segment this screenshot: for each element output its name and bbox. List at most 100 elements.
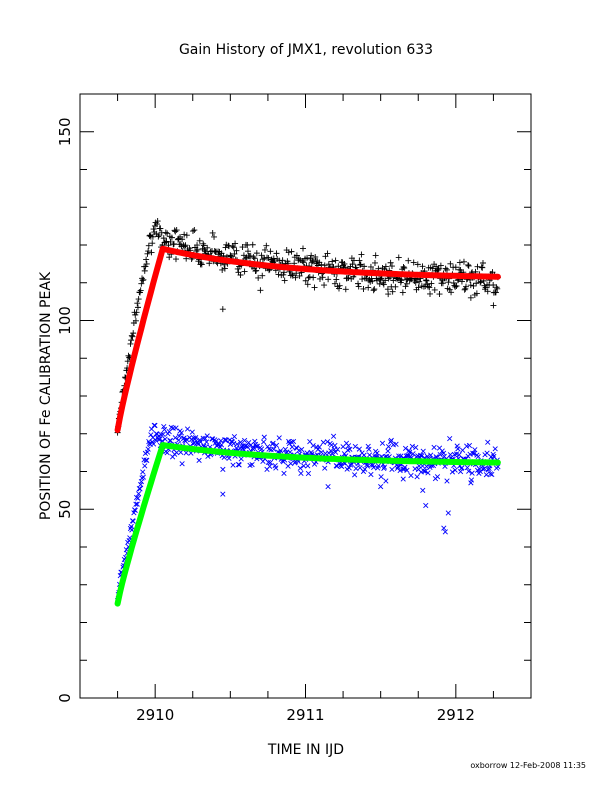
- plus-point: [250, 254, 257, 261]
- cross-point: [218, 442, 225, 448]
- plus-point: [319, 274, 326, 281]
- plus-point: [300, 245, 307, 252]
- cross-point: [437, 451, 443, 458]
- plus-point: [129, 333, 136, 340]
- plus-point: [424, 283, 431, 290]
- cross-point: [332, 442, 338, 449]
- cross-point: [151, 422, 157, 429]
- plus-point: [288, 248, 295, 255]
- cross-point: [250, 444, 257, 451]
- cross-point: [364, 462, 370, 468]
- plus-point: [361, 263, 368, 270]
- cross-point: [140, 474, 147, 480]
- cross-point: [413, 444, 419, 451]
- cross-point: [237, 439, 244, 445]
- plus-point: [153, 221, 160, 228]
- plus-point: [267, 248, 274, 255]
- plus-point: [405, 257, 412, 264]
- plus-point: [227, 252, 234, 259]
- plus-point: [316, 275, 323, 282]
- plus-point: [194, 246, 201, 253]
- cross-point: [244, 444, 250, 450]
- plus-point: [416, 278, 423, 285]
- plus-point: [300, 259, 307, 266]
- plus-point: [198, 260, 205, 267]
- plus-point: [259, 272, 266, 279]
- plus-point: [359, 276, 366, 283]
- cross-point: [328, 448, 334, 454]
- plus-point: [149, 233, 156, 240]
- plus-point: [133, 309, 140, 316]
- plus-point: [162, 229, 169, 236]
- y-tick-label: 100: [56, 306, 74, 335]
- plus-point: [436, 291, 443, 298]
- cross-point: [404, 467, 410, 473]
- cross-point: [434, 474, 441, 480]
- plus-point: [382, 263, 389, 270]
- cross-point: [267, 459, 274, 466]
- plus-point: [304, 254, 311, 261]
- plus-point: [324, 250, 331, 257]
- cross-point: [299, 446, 305, 453]
- cross-point: [325, 483, 331, 490]
- plus-point: [204, 244, 211, 251]
- plus-point: [349, 261, 356, 268]
- cross-point: [308, 449, 314, 455]
- plus-point: [172, 228, 179, 235]
- plus-point: [281, 277, 288, 284]
- plus-point: [292, 274, 299, 281]
- plus-point: [179, 236, 186, 243]
- cross-point: [398, 453, 404, 459]
- cross-point: [452, 467, 458, 473]
- plus-point: [209, 229, 216, 236]
- cross-point: [481, 466, 487, 472]
- cross-point: [142, 463, 148, 469]
- plus-point: [484, 288, 491, 295]
- plus-point: [427, 290, 434, 297]
- cross-point: [466, 442, 473, 449]
- cross-point: [231, 433, 238, 440]
- cross-point: [480, 466, 486, 472]
- cross-point: [189, 429, 195, 435]
- cross-point: [152, 422, 158, 429]
- plus-point: [172, 256, 179, 263]
- cross-point: [254, 443, 261, 449]
- cross-point: [132, 507, 138, 513]
- plus-point: [463, 283, 470, 290]
- cross-point: [366, 446, 372, 452]
- cross-point: [374, 450, 380, 456]
- plus-point: [143, 256, 150, 263]
- plus-point: [145, 248, 152, 255]
- cross-point: [425, 470, 431, 476]
- plus-point: [450, 279, 457, 286]
- plus-point: [490, 281, 497, 288]
- plus-point: [312, 254, 319, 261]
- plus-point: [162, 239, 169, 246]
- plus-point: [150, 226, 157, 233]
- plus-point: [372, 252, 379, 259]
- plus-point: [380, 281, 387, 288]
- plus-point: [460, 258, 467, 265]
- plus-point: [135, 296, 142, 303]
- plus-point: [261, 246, 268, 253]
- plus-point: [183, 232, 190, 239]
- plus-point: [412, 279, 419, 286]
- cross-point: [388, 437, 394, 443]
- plus-point: [128, 332, 135, 339]
- cross-point: [475, 453, 481, 460]
- plus-point: [428, 280, 435, 287]
- plus-point: [170, 240, 177, 247]
- plus-point: [452, 283, 459, 290]
- cross-point: [352, 443, 358, 450]
- plus-point: [458, 278, 465, 285]
- plus-point: [251, 255, 258, 262]
- plus-point: [134, 304, 141, 311]
- cross-point: [332, 449, 339, 455]
- cross-point: [470, 450, 476, 456]
- cross-point: [459, 465, 465, 471]
- cross-point: [353, 465, 359, 472]
- cross-point: [316, 444, 322, 450]
- cross-point: [179, 461, 185, 467]
- plus-point: [385, 291, 392, 298]
- plus-point: [452, 264, 459, 271]
